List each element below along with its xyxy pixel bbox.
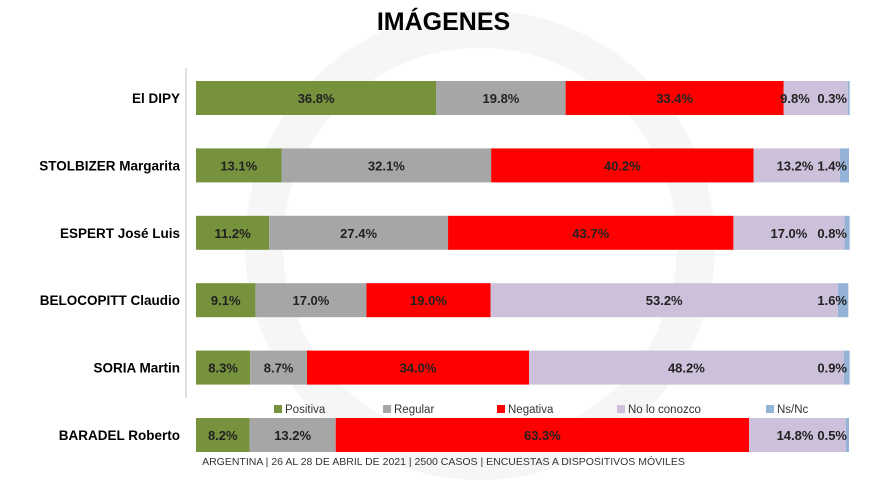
legend-swatch: [274, 405, 282, 413]
legend-label: Ns/Nc: [777, 404, 809, 416]
data-label: 17.0%: [770, 226, 807, 241]
data-label: 40.2%: [604, 158, 641, 173]
bar-segment: [196, 215, 270, 250]
legend-label: Positiva: [285, 404, 326, 416]
bar-segment: [249, 418, 336, 452]
category-label: BELOCOPITT Claudio: [40, 293, 180, 308]
bar-segment: [490, 283, 838, 318]
bar-segment: [307, 350, 530, 385]
bar-segment: [783, 81, 848, 115]
bar-segment: [845, 418, 849, 452]
data-label: 0.9%: [817, 361, 847, 376]
data-label: 36.8%: [298, 91, 335, 106]
data-label: 1.4%: [817, 158, 847, 173]
chart-title: IMÁGENES: [376, 8, 511, 36]
data-label: 0.5%: [817, 428, 847, 443]
data-label: 8.2%: [208, 428, 238, 443]
data-label: 11.2%: [214, 226, 251, 241]
bar-segment: [733, 215, 845, 250]
category-label: STOLBIZER Margarita: [39, 158, 180, 173]
data-label: 43.7%: [572, 226, 609, 241]
data-label: 9.1%: [211, 293, 241, 308]
data-label: 53.2%: [646, 293, 683, 308]
category-label: ESPERT José Luis: [60, 226, 180, 241]
legend-swatch: [766, 405, 774, 413]
legend-label: Negativa: [508, 404, 554, 416]
data-label: 1.6%: [817, 293, 847, 308]
bar-segment: [844, 215, 850, 250]
bar-segment: [255, 283, 367, 318]
bar-segment: [491, 148, 754, 183]
bar-segment: [366, 283, 491, 318]
bar-segment: [843, 350, 850, 385]
category-label: El DIPY: [132, 91, 180, 106]
data-label: 9.8%: [780, 91, 810, 106]
data-label: 33.4%: [656, 91, 693, 106]
bar-segment: [281, 148, 492, 183]
legend-label: Regular: [394, 404, 434, 416]
legend-swatch: [497, 405, 505, 413]
bar-segment: [565, 81, 784, 115]
data-label: 8.3%: [208, 361, 238, 376]
data-label: 13.1%: [220, 158, 257, 173]
bar-segment: [749, 418, 846, 452]
legend-swatch: [383, 405, 391, 413]
bar-segment: [839, 148, 849, 183]
data-label: 34.0%: [400, 361, 437, 376]
footer-note: ARGENTINA | 26 AL 28 DE ABRIL DE 2021 | …: [202, 456, 685, 468]
data-label: 0.8%: [817, 226, 847, 241]
bar-segment: [847, 81, 850, 115]
data-label: 17.0%: [292, 293, 329, 308]
bar-segment: [196, 283, 256, 318]
bar-segment: [436, 81, 566, 115]
bar-segment: [753, 148, 840, 183]
category-label: BARADEL Roberto: [59, 428, 180, 443]
data-label: 32.1%: [368, 158, 405, 173]
bar-segment: [335, 418, 750, 452]
bar-segment: [196, 350, 251, 385]
data-label: 63.3%: [524, 428, 561, 443]
data-label: 14.8%: [777, 428, 814, 443]
data-label: 13.2%: [777, 158, 814, 173]
bar-segment: [269, 215, 449, 250]
bar-segment: [837, 283, 849, 318]
data-label: 0.3%: [817, 91, 847, 106]
data-label: 19.8%: [483, 91, 520, 106]
bar-segment: [196, 418, 250, 452]
bar-segment: [448, 215, 734, 250]
bar-segment: [529, 350, 844, 385]
legend-label: No lo conozco: [628, 404, 701, 416]
legend-swatch: [617, 405, 625, 413]
category-label: SORIA Martin: [93, 361, 180, 376]
data-label: 8.7%: [264, 361, 294, 376]
data-label: 27.4%: [340, 226, 377, 241]
data-label: 13.2%: [274, 428, 311, 443]
data-label: 19.0%: [410, 293, 447, 308]
bar-segment: [250, 350, 308, 385]
bar-segment: [196, 81, 437, 115]
data-label: 48.2%: [668, 361, 705, 376]
bar-segment: [196, 148, 282, 183]
